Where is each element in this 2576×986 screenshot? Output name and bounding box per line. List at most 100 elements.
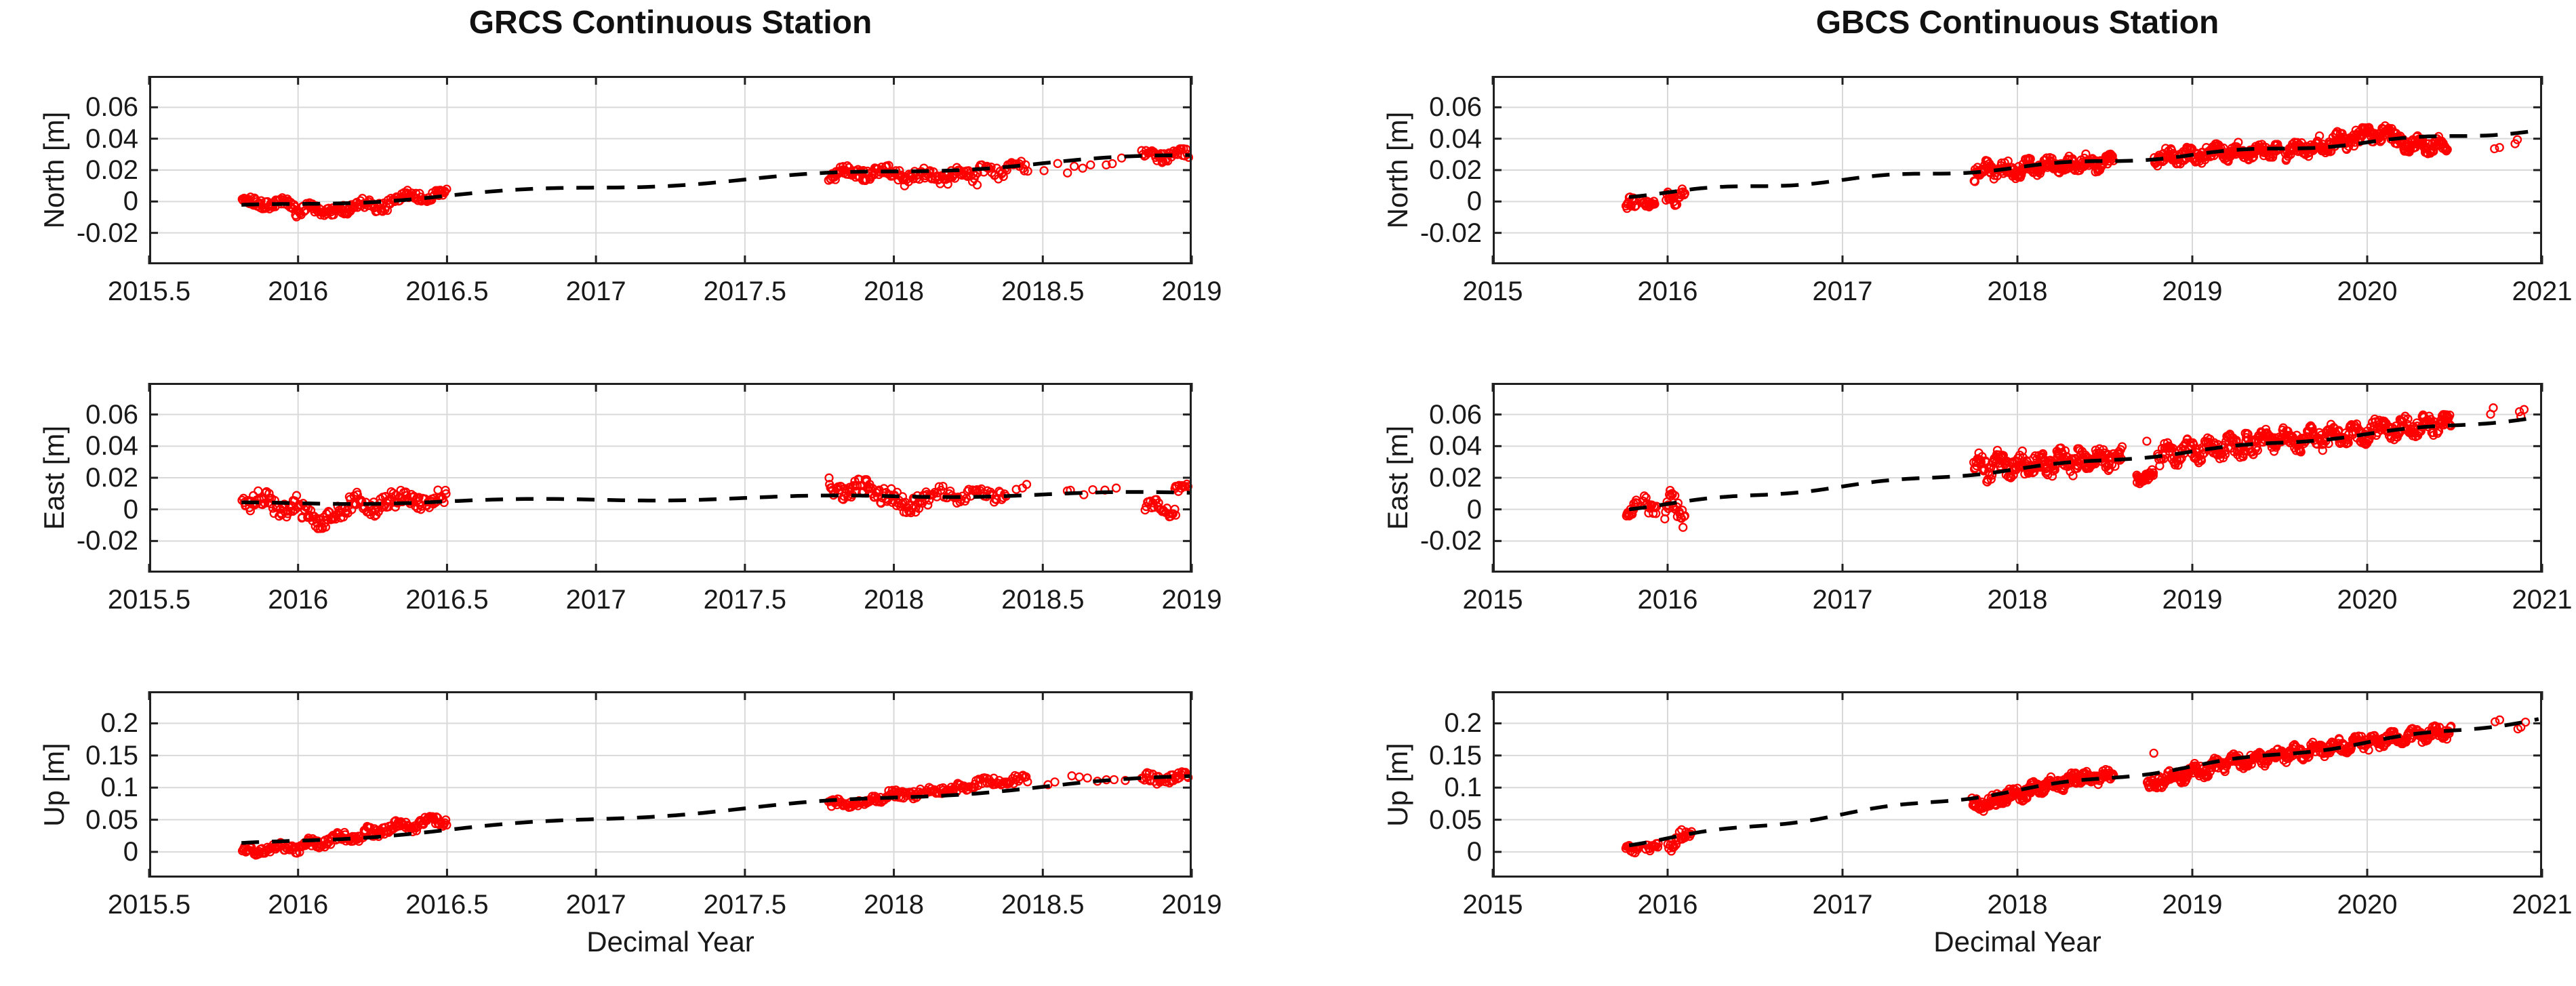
trend-line-gbcs-up	[1628, 717, 2539, 848]
x-tick-label: 2015	[1462, 276, 1523, 306]
axes-frame	[1493, 76, 2542, 264]
y-tick-label: 0.02	[85, 463, 138, 493]
x-tick-label: 2016	[1637, 890, 1698, 920]
x-tick-label: 2015	[1462, 890, 1523, 920]
y-tick-label: 0.05	[1429, 804, 1482, 835]
x-tick-label: 2018.5	[1001, 890, 1085, 920]
y-tick-label: 0.15	[1429, 740, 1482, 771]
y-tick-label: 0.02	[1429, 155, 1482, 185]
x-tick-label: 2018	[1987, 585, 2048, 615]
x-tick-label: 2019	[2162, 585, 2223, 615]
x-tick-label: 2016.5	[405, 585, 489, 615]
x-tick-label: 2016	[268, 276, 329, 306]
x-tick-label: 2019	[1161, 890, 1222, 920]
x-tick-label: 2019	[1161, 585, 1222, 615]
gridlines	[149, 383, 1192, 573]
x-tick-label: 2017.5	[703, 585, 787, 615]
axes-frame	[149, 383, 1192, 573]
gridlines	[149, 691, 1192, 878]
x-tick-label: 2019	[2162, 890, 2223, 920]
y-tick-label: 0.15	[85, 740, 138, 771]
y-tick-label: 0.2	[100, 708, 138, 739]
x-tick-label: 2016	[268, 585, 329, 615]
x-tick-label: 2018	[864, 890, 925, 920]
y-tick-label: 0.06	[85, 92, 138, 123]
x-axis-label-grcs: Decimal Year	[586, 926, 754, 958]
scatter-points-grcs-east	[237, 473, 1193, 533]
y-axis-label-grcs-up: Up [m]	[38, 742, 70, 827]
x-tick-label: 2017	[1812, 276, 1873, 306]
x-tick-label: 2020	[2337, 585, 2398, 615]
y-tick-label: -0.02	[76, 526, 138, 556]
y-tick-label: -0.02	[76, 218, 138, 248]
y-tick-label: 0.04	[1429, 123, 1482, 154]
panel-gbcs-east-plot	[1491, 383, 2543, 573]
y-tick-label: 0.04	[85, 123, 138, 154]
x-tick-label: 2018	[864, 585, 925, 615]
y-tick-label: -0.02	[1420, 218, 1482, 248]
panel-gbcs-north-plot	[1491, 76, 2543, 264]
x-tick-label: 2021	[2512, 585, 2573, 615]
chart-title-gbcs: GBCS Continuous Station	[1815, 5, 2219, 41]
y-tick-label: -0.02	[1420, 526, 1482, 556]
x-tick-label: 2019	[1161, 276, 1222, 306]
x-tick-label: 2017	[1812, 890, 1873, 920]
y-tick-label: 0	[123, 186, 138, 217]
x-axis-label-gbcs: Decimal Year	[1933, 926, 2101, 958]
trend-line-grcs-up	[241, 774, 1192, 845]
x-tick-label: 2018	[864, 276, 925, 306]
x-tick-label: 2015.5	[107, 585, 191, 615]
y-tick-label: 0.1	[1444, 773, 1482, 803]
axes-frame	[149, 76, 1192, 264]
x-tick-label: 2017	[1812, 585, 1873, 615]
y-axis-label-gbcs-up: Up [m]	[1382, 742, 1413, 827]
x-tick-label: 2016.5	[405, 890, 489, 920]
axes-frame	[1493, 383, 2542, 573]
panel-gbcs-up-plot	[1491, 691, 2543, 878]
axes-frame	[149, 691, 1192, 878]
x-tick-label: 2015.5	[107, 276, 191, 306]
y-axis-label-gbcs-north: North [m]	[1382, 111, 1413, 229]
y-tick-label: 0.1	[100, 773, 138, 803]
y-tick-label: 0.04	[1429, 431, 1482, 461]
y-tick-label: 0.2	[1444, 708, 1482, 739]
x-tick-label: 2021	[2512, 890, 2573, 920]
x-tick-label: 2015	[1462, 585, 1523, 615]
x-tick-label: 2016	[1637, 585, 1698, 615]
x-tick-label: 2021	[2512, 276, 2573, 306]
x-tick-label: 2018	[1987, 276, 2048, 306]
x-tick-label: 2018.5	[1001, 276, 1085, 306]
x-tick-label: 2020	[2337, 276, 2398, 306]
x-tick-label: 2016.5	[405, 276, 489, 306]
y-tick-label: 0.06	[85, 399, 138, 430]
y-tick-label: 0	[123, 494, 138, 525]
x-tick-label: 2017.5	[703, 276, 787, 306]
gridlines	[1493, 383, 2542, 573]
y-tick-label: 0.05	[85, 804, 138, 835]
x-tick-label: 2018.5	[1001, 585, 1085, 615]
panel-grcs-up-plot	[148, 691, 1193, 878]
y-axis-label-grcs-north: North [m]	[38, 111, 70, 229]
x-tick-label: 2016	[268, 890, 329, 920]
axes-frame	[1493, 691, 2542, 878]
x-tick-label: 2017	[565, 276, 626, 306]
x-tick-label: 2016	[1637, 276, 1698, 306]
y-axis-label-grcs-east: East [m]	[38, 425, 70, 531]
y-tick-label: 0.06	[1429, 399, 1482, 430]
y-tick-label: 0.06	[1429, 92, 1482, 123]
x-tick-label: 2015.5	[107, 890, 191, 920]
x-tick-label: 2017	[565, 890, 626, 920]
y-tick-label: 0	[1466, 186, 1482, 217]
panel-grcs-north-plot	[148, 76, 1194, 264]
y-tick-label: 0	[1466, 494, 1482, 525]
panel-grcs-east-plot	[148, 383, 1193, 573]
trend-line-gbcs-east	[1628, 415, 2539, 512]
x-tick-label: 2017.5	[703, 890, 787, 920]
y-tick-label: 0	[1466, 837, 1482, 867]
x-tick-label: 2017	[565, 585, 626, 615]
trend-line-grcs-north	[241, 153, 1192, 207]
x-tick-label: 2018	[1987, 890, 2048, 920]
x-tick-label: 2019	[2162, 276, 2223, 306]
scatter-points-gbcs-east	[1622, 403, 2529, 532]
